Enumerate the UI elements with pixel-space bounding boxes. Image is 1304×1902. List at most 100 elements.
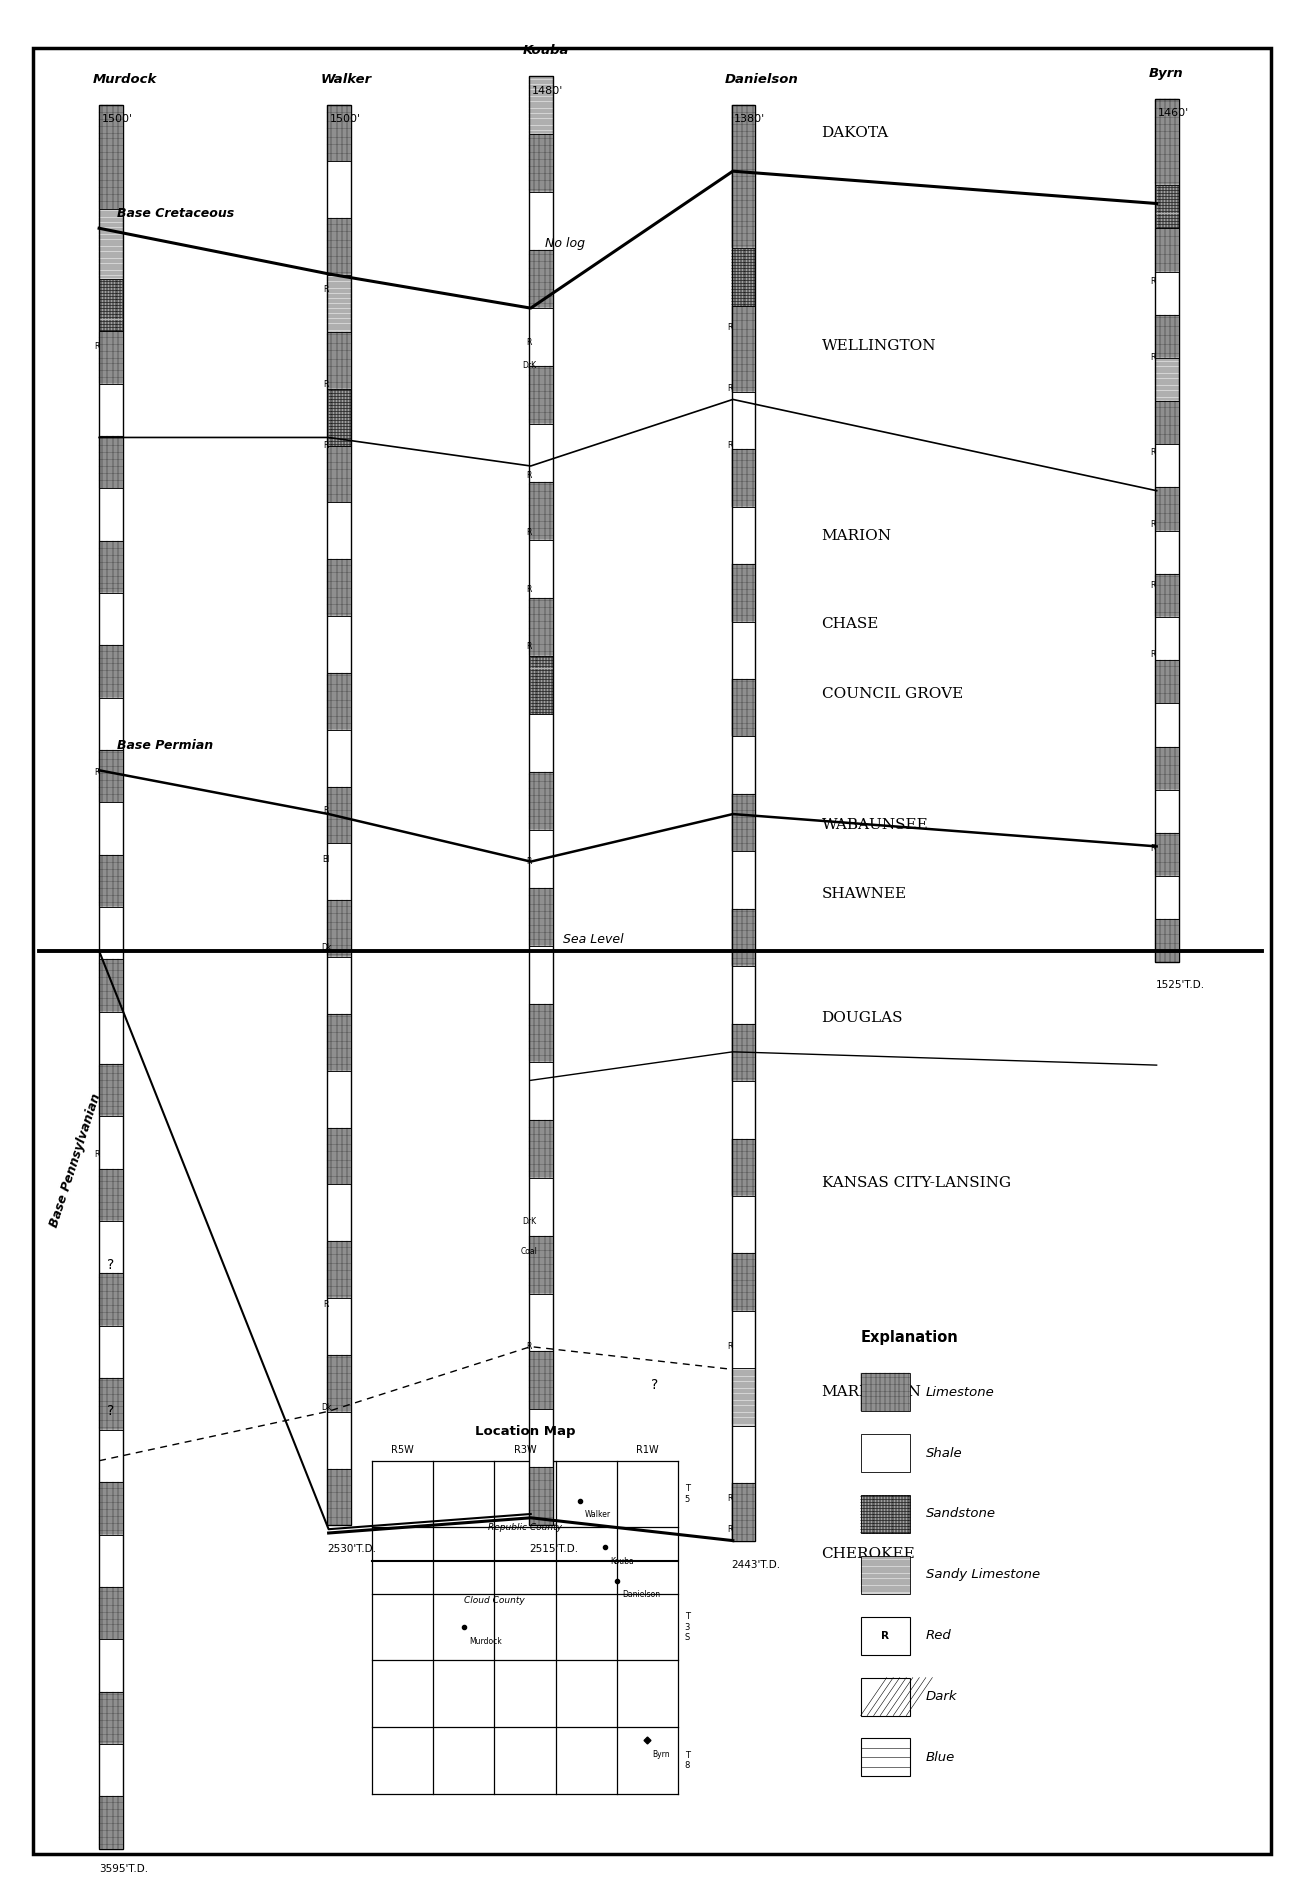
Bar bbox=[529, 1352, 553, 1409]
Text: Location Map: Location Map bbox=[475, 1425, 575, 1438]
Bar bbox=[327, 1185, 351, 1242]
Bar bbox=[861, 1678, 910, 1716]
Text: Coal: Coal bbox=[522, 1248, 537, 1255]
Text: R: R bbox=[728, 1495, 733, 1503]
Bar bbox=[327, 900, 351, 957]
Bar bbox=[861, 1556, 910, 1594]
Bar bbox=[529, 1293, 553, 1352]
Bar bbox=[327, 388, 351, 445]
Bar bbox=[529, 133, 553, 192]
Bar bbox=[732, 105, 755, 1541]
Text: R: R bbox=[728, 1525, 733, 1533]
Bar bbox=[327, 1354, 351, 1411]
Text: R: R bbox=[1150, 449, 1155, 456]
Bar bbox=[732, 622, 755, 679]
Bar bbox=[529, 1177, 553, 1236]
Text: 2443'T.D.: 2443'T.D. bbox=[732, 1560, 781, 1569]
Bar bbox=[327, 105, 351, 162]
Text: Republic County: Republic County bbox=[488, 1524, 562, 1531]
Text: R: R bbox=[323, 1301, 329, 1309]
Bar bbox=[327, 787, 351, 843]
Text: Murdock: Murdock bbox=[469, 1636, 502, 1645]
Bar bbox=[529, 1004, 553, 1061]
Bar bbox=[1155, 704, 1179, 747]
Bar bbox=[1155, 272, 1179, 314]
Text: Blue: Blue bbox=[926, 1752, 955, 1763]
Bar bbox=[327, 502, 351, 559]
Bar bbox=[327, 1071, 351, 1128]
Bar bbox=[99, 803, 123, 854]
Bar bbox=[529, 1061, 553, 1120]
Text: R: R bbox=[527, 339, 532, 346]
Text: ?: ? bbox=[651, 1377, 659, 1392]
Text: R: R bbox=[1150, 650, 1155, 658]
Bar bbox=[1155, 99, 1179, 184]
Bar bbox=[1155, 660, 1179, 704]
Bar bbox=[327, 333, 351, 388]
Text: Sea Level: Sea Level bbox=[563, 934, 623, 945]
Bar bbox=[99, 540, 123, 593]
Bar bbox=[732, 249, 755, 306]
Bar bbox=[99, 1482, 123, 1535]
Bar bbox=[732, 1310, 755, 1368]
Bar bbox=[99, 1168, 123, 1221]
Bar bbox=[99, 1272, 123, 1326]
Text: Walker: Walker bbox=[321, 72, 372, 86]
Text: SHAWNEE: SHAWNEE bbox=[822, 886, 906, 902]
Bar bbox=[327, 673, 351, 730]
Bar bbox=[327, 162, 351, 219]
Text: Explanation: Explanation bbox=[861, 1329, 958, 1345]
Bar bbox=[99, 331, 123, 384]
Bar bbox=[529, 424, 553, 481]
Bar bbox=[732, 105, 755, 249]
Bar bbox=[529, 772, 553, 829]
Bar bbox=[1155, 747, 1179, 789]
Text: Limestone: Limestone bbox=[926, 1387, 995, 1398]
Bar bbox=[732, 736, 755, 793]
Bar bbox=[861, 1373, 910, 1411]
Bar bbox=[732, 909, 755, 966]
Text: R: R bbox=[94, 768, 99, 776]
Bar bbox=[99, 209, 123, 280]
Bar bbox=[732, 306, 755, 392]
Bar bbox=[1155, 445, 1179, 487]
Bar bbox=[529, 249, 553, 308]
Text: Bl: Bl bbox=[322, 856, 330, 864]
Text: R1W: R1W bbox=[636, 1446, 659, 1455]
Bar bbox=[327, 276, 351, 333]
Bar bbox=[732, 793, 755, 852]
Text: R: R bbox=[1150, 354, 1155, 361]
Text: MARMATON: MARMATON bbox=[822, 1385, 922, 1400]
Bar bbox=[861, 1495, 910, 1533]
Bar bbox=[1155, 616, 1179, 660]
Text: Base Permian: Base Permian bbox=[117, 740, 214, 751]
Bar bbox=[99, 489, 123, 540]
Bar bbox=[327, 559, 351, 616]
Bar bbox=[1155, 228, 1179, 272]
Bar bbox=[529, 365, 553, 424]
Text: MARION: MARION bbox=[822, 529, 892, 544]
Bar bbox=[529, 829, 553, 888]
Bar bbox=[529, 888, 553, 945]
Bar bbox=[732, 392, 755, 449]
Bar bbox=[1155, 919, 1179, 962]
Bar bbox=[99, 280, 123, 331]
Text: DrK: DrK bbox=[523, 1217, 536, 1225]
Text: R: R bbox=[94, 1151, 99, 1158]
Text: Dark: Dark bbox=[926, 1691, 957, 1702]
Bar bbox=[1155, 358, 1179, 401]
Bar bbox=[327, 1468, 351, 1525]
Bar bbox=[327, 1128, 351, 1185]
Bar bbox=[1155, 877, 1179, 919]
Bar bbox=[327, 730, 351, 787]
Bar bbox=[529, 713, 553, 772]
Text: T
5: T 5 bbox=[685, 1484, 690, 1504]
Text: 1480': 1480' bbox=[532, 86, 563, 95]
Bar bbox=[529, 76, 553, 133]
Bar bbox=[861, 1617, 910, 1655]
Text: Base Cretaceous: Base Cretaceous bbox=[117, 207, 235, 219]
Bar bbox=[1155, 789, 1179, 833]
Text: R: R bbox=[728, 441, 733, 449]
Bar bbox=[327, 616, 351, 673]
Text: Red: Red bbox=[926, 1630, 952, 1641]
